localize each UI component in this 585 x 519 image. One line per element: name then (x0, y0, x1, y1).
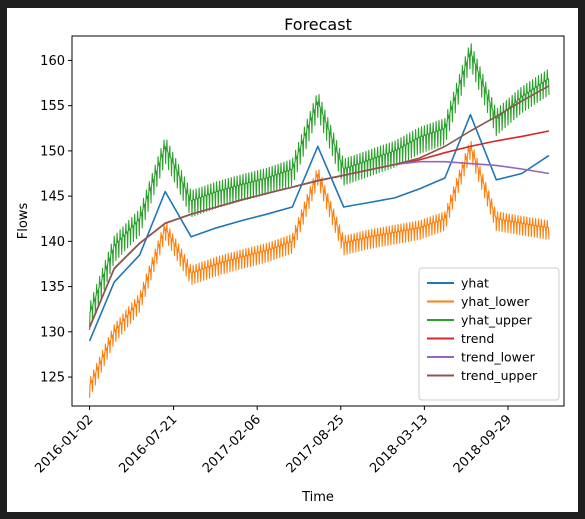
legend-label: trend (461, 331, 494, 346)
x-tick-label: 2017-02-06 (200, 412, 264, 476)
plot-series (88, 43, 550, 398)
x-tick-label: 2016-01-02 (32, 412, 96, 476)
legend-label: yhat_upper (461, 313, 533, 328)
legend-label: yhat (461, 276, 489, 291)
series-line-yhat-lower (89, 141, 550, 398)
x-tick-label: 2018-03-13 (367, 412, 431, 476)
y-tick-label: 160 (40, 54, 65, 69)
figure: 125 130 135 140 145 150 155 160 2016-01-02 2016-… (7, 8, 578, 512)
y-tick-label: 155 (40, 99, 65, 114)
y-tick-label: 145 (40, 190, 65, 205)
y-tick-label: 130 (40, 325, 65, 340)
plot-area-border (71, 35, 565, 407)
series-line-yhat-upper (89, 43, 550, 331)
y-tick-label: 125 (40, 371, 65, 386)
x-tick-label: 2017-08-25 (284, 412, 348, 476)
y-tick-label: 150 (40, 144, 65, 159)
legend-label: trend_upper (461, 368, 538, 383)
series-line-trend-upper (88, 85, 550, 328)
chart-title: Forecast (284, 15, 352, 34)
x-tick-label: 2016-07-21 (116, 412, 180, 476)
x-axis-label: Time (301, 490, 334, 505)
series-line-yhat (88, 113, 550, 342)
y-tick-label: 140 (40, 235, 65, 250)
y-tick-label: 135 (40, 280, 65, 295)
y-axis: 125 130 135 140 145 150 155 160 (40, 54, 72, 386)
y-axis-label: Flows (16, 203, 31, 240)
x-tick-label: 2018-09-29 (451, 412, 515, 476)
legend-label: trend_lower (461, 350, 536, 365)
x-axis: 2016-01-02 2016-07-21 2017-02-06 2017-08-25… (32, 406, 515, 476)
legend-label: yhat_lower (461, 294, 530, 309)
